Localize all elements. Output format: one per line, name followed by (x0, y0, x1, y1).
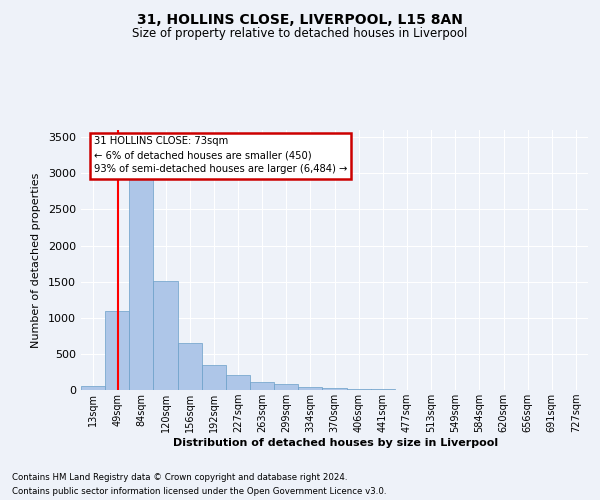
Bar (178, 343, 202, 390)
Text: Size of property relative to detached houses in Liverpool: Size of property relative to detached ho… (133, 28, 467, 40)
Bar (250, 382, 274, 390)
Bar (347, 388, 371, 390)
Bar (202, 366, 226, 390)
Text: Contains public sector information licensed under the Open Government Licence v3: Contains public sector information licen… (12, 488, 386, 496)
Bar (371, 389, 395, 390)
Bar (81, 386, 105, 390)
Text: Contains HM Land Registry data © Crown copyright and database right 2024.: Contains HM Land Registry data © Crown c… (12, 472, 347, 482)
Bar (322, 388, 347, 390)
Bar (274, 384, 298, 390)
Bar (154, 281, 178, 390)
Bar (298, 387, 322, 390)
Bar (129, 179, 154, 390)
Text: Distribution of detached houses by size in Liverpool: Distribution of detached houses by size … (173, 438, 499, 448)
Bar (105, 310, 129, 390)
Text: 31, HOLLINS CLOSE, LIVERPOOL, L15 8AN: 31, HOLLINS CLOSE, LIVERPOOL, L15 8AN (137, 12, 463, 26)
Text: 31 HOLLINS CLOSE: 73sqm
← 6% of detached houses are smaller (450)
93% of semi-de: 31 HOLLINS CLOSE: 73sqm ← 6% of detached… (94, 136, 347, 174)
Bar (226, 375, 250, 390)
Y-axis label: Number of detached properties: Number of detached properties (31, 172, 41, 348)
